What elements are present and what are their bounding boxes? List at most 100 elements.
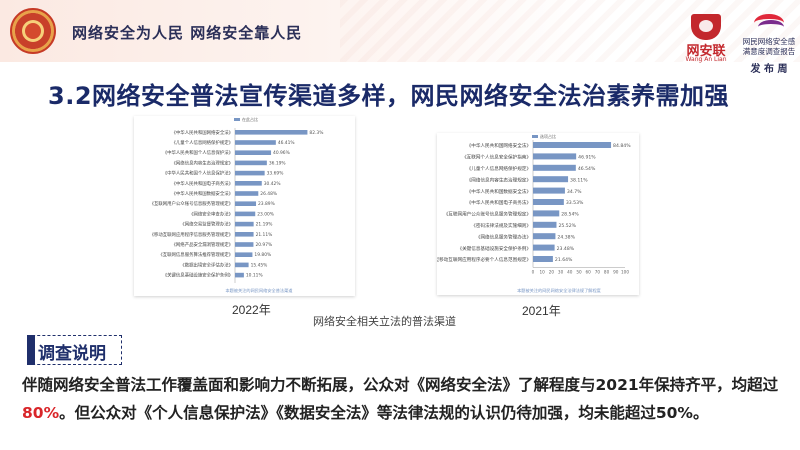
bar <box>533 142 612 148</box>
value-label: 38.11% <box>570 177 588 183</box>
x-tick-label: 70 <box>595 269 601 274</box>
x-tick-label: 60 <box>586 269 592 274</box>
category-label: 《中华人民共和国网络安全法》 <box>467 142 531 149</box>
legend-swatch <box>532 135 538 138</box>
description-highlight: 80% <box>22 404 60 422</box>
value-label: 23.00% <box>257 211 274 217</box>
category-label: 《互联网信息服务算法推荐管理规定》 <box>158 251 233 258</box>
chart-2022: 在此占比《中华人民共和国网络安全法》 82.3% 《儿童个人信息网络保护规定》 46.… <box>150 116 324 294</box>
emblem-center <box>25 23 41 39</box>
wanganlian-logo: 网安联 Wang An Lian <box>677 10 735 63</box>
x-tick-label: 30 <box>558 269 564 274</box>
swoosh-icon <box>754 14 784 32</box>
publication-logo: 网民网络安全感 满意度调查报告 发 布 周 <box>738 8 800 75</box>
value-label: 82.3% <box>309 130 323 136</box>
bar <box>235 130 308 135</box>
bar <box>235 262 249 268</box>
value-label: 21.64% <box>555 257 573 263</box>
chart-footnote: 本题被关注的网民网络安全普法渠道 <box>225 287 293 294</box>
value-label: 23.48% <box>557 246 575 252</box>
value-label: 46.91% <box>578 155 596 161</box>
category-label: 《网络信息内容生态治理规定》 <box>467 176 531 183</box>
category-label: 《常见类型移动互联网应用程序必要个人信息范围规定》 <box>437 256 531 263</box>
bar <box>533 187 565 194</box>
legend-label: 在此占比 <box>242 116 258 122</box>
value-label: 46.54% <box>578 166 596 172</box>
value-label: 30.42% <box>264 181 281 187</box>
emblem-logo-icon <box>10 8 56 54</box>
section-tab <box>27 335 35 365</box>
category-label: 《中华人民共和国数据安全法》 <box>467 188 531 195</box>
bar <box>533 210 560 217</box>
description-part1: 伴随网络安全普法工作覆盖面和影响力不断拓展，公众对《网络安全法》了解程度与202… <box>22 376 779 394</box>
bar <box>533 164 576 171</box>
description-part2: 。但公众对《个人信息保护法》《数据安全法》等法律法规的认识仍待加强，均未能超过5… <box>59 404 709 422</box>
bar <box>235 242 254 247</box>
bar <box>533 153 577 160</box>
value-label: 26.48% <box>260 191 277 197</box>
pub-line-1: 网民网络安全感 <box>742 37 796 46</box>
value-label: 40.96% <box>273 150 290 156</box>
category-label: 《关键信息基础设施安全保护条例》 <box>457 245 531 252</box>
shield-icon <box>691 14 721 40</box>
pub-line-2: 满意度调查报告 <box>742 47 796 56</box>
value-label: 28.54% <box>561 212 579 218</box>
value-label: 46.41% <box>278 140 295 146</box>
category-label: 《互联网用户公众账号信息服务管理规定》 <box>444 211 531 218</box>
page-title: 3.2网络安全普法宣传渠道多样，网民网络安全法治素养需加强 <box>48 82 730 110</box>
bar <box>235 181 262 186</box>
legend-swatch <box>234 118 240 121</box>
header-slogan: 网络安全为人民 网络安全靠人民 <box>72 24 303 42</box>
category-label: 《中华人民共和国电子商务法》 <box>172 180 233 187</box>
category-label: 《密码法律法规及实施细则》 <box>471 222 531 229</box>
bar <box>533 244 555 251</box>
category-label: 《数据出境安全评估办法》 <box>180 261 233 268</box>
bar <box>235 252 253 257</box>
bar <box>533 256 553 262</box>
category-label: 《儿童个人信息网络保护规定》 <box>172 139 233 146</box>
bar <box>235 170 265 176</box>
pub-line-3: 发 布 周 <box>750 64 788 75</box>
category-label: 《儿童个人信息网络保护规定》 <box>467 165 531 172</box>
legend-label: 选项占比 <box>540 133 556 139</box>
x-tick-label: 20 <box>549 269 555 274</box>
bar <box>235 201 257 206</box>
category-label: 《网络信息内容生态治理规定》 <box>172 159 233 166</box>
value-label: 24.38% <box>557 234 575 240</box>
bar <box>235 191 259 196</box>
bar <box>533 199 564 205</box>
bar <box>235 160 267 166</box>
x-tick-label: 40 <box>567 269 573 274</box>
bar <box>533 176 569 183</box>
value-label: 19.80% <box>254 252 271 258</box>
x-tick-label: 90 <box>613 269 619 274</box>
category-label: 《网络交易监督管理办法》 <box>180 221 233 228</box>
value-label: 34.7% <box>567 189 582 195</box>
bar <box>533 233 556 240</box>
bar <box>235 140 276 145</box>
value-label: 21.11% <box>256 232 273 238</box>
value-label: 21.19% <box>256 222 273 228</box>
bar <box>235 272 244 278</box>
section-label: 调查说明 <box>38 344 106 364</box>
x-tick-label: 50 <box>576 269 582 274</box>
bar <box>533 221 557 228</box>
category-label: 《中华人民共和国数据安全法》 <box>172 190 233 197</box>
x-tick-label: 80 <box>604 269 610 274</box>
category-label: 《中华人民共和国电子商务法》 <box>467 199 531 206</box>
value-label: 10.11% <box>246 273 263 279</box>
category-label: 《网络安全审查办法》 <box>189 210 233 217</box>
chart-footnote: 本题被关注的网民网络安全法律法规了解程度 <box>517 287 602 294</box>
category-label: 《关键信息基础设施安全保护条例》 <box>163 272 233 279</box>
header-band <box>0 0 800 62</box>
value-label: 33.69% <box>267 171 284 177</box>
wanganlian-sub: Wang An Lian <box>685 56 727 63</box>
bar <box>235 211 256 217</box>
category-label: 《中华人民共和国个人信息保护法》 <box>163 149 233 156</box>
value-label: 23.89% <box>258 201 275 207</box>
wanganlian-name: 网安联 <box>686 44 726 59</box>
category-label: 《互联网个人信息安全保护指南》 <box>462 154 531 161</box>
category-label: 《中华人民共和国个人信息保护法》 <box>163 170 233 177</box>
swoosh-secondary-icon <box>758 20 784 34</box>
category-label: 《中华人民共和国网络安全法》 <box>172 129 233 136</box>
